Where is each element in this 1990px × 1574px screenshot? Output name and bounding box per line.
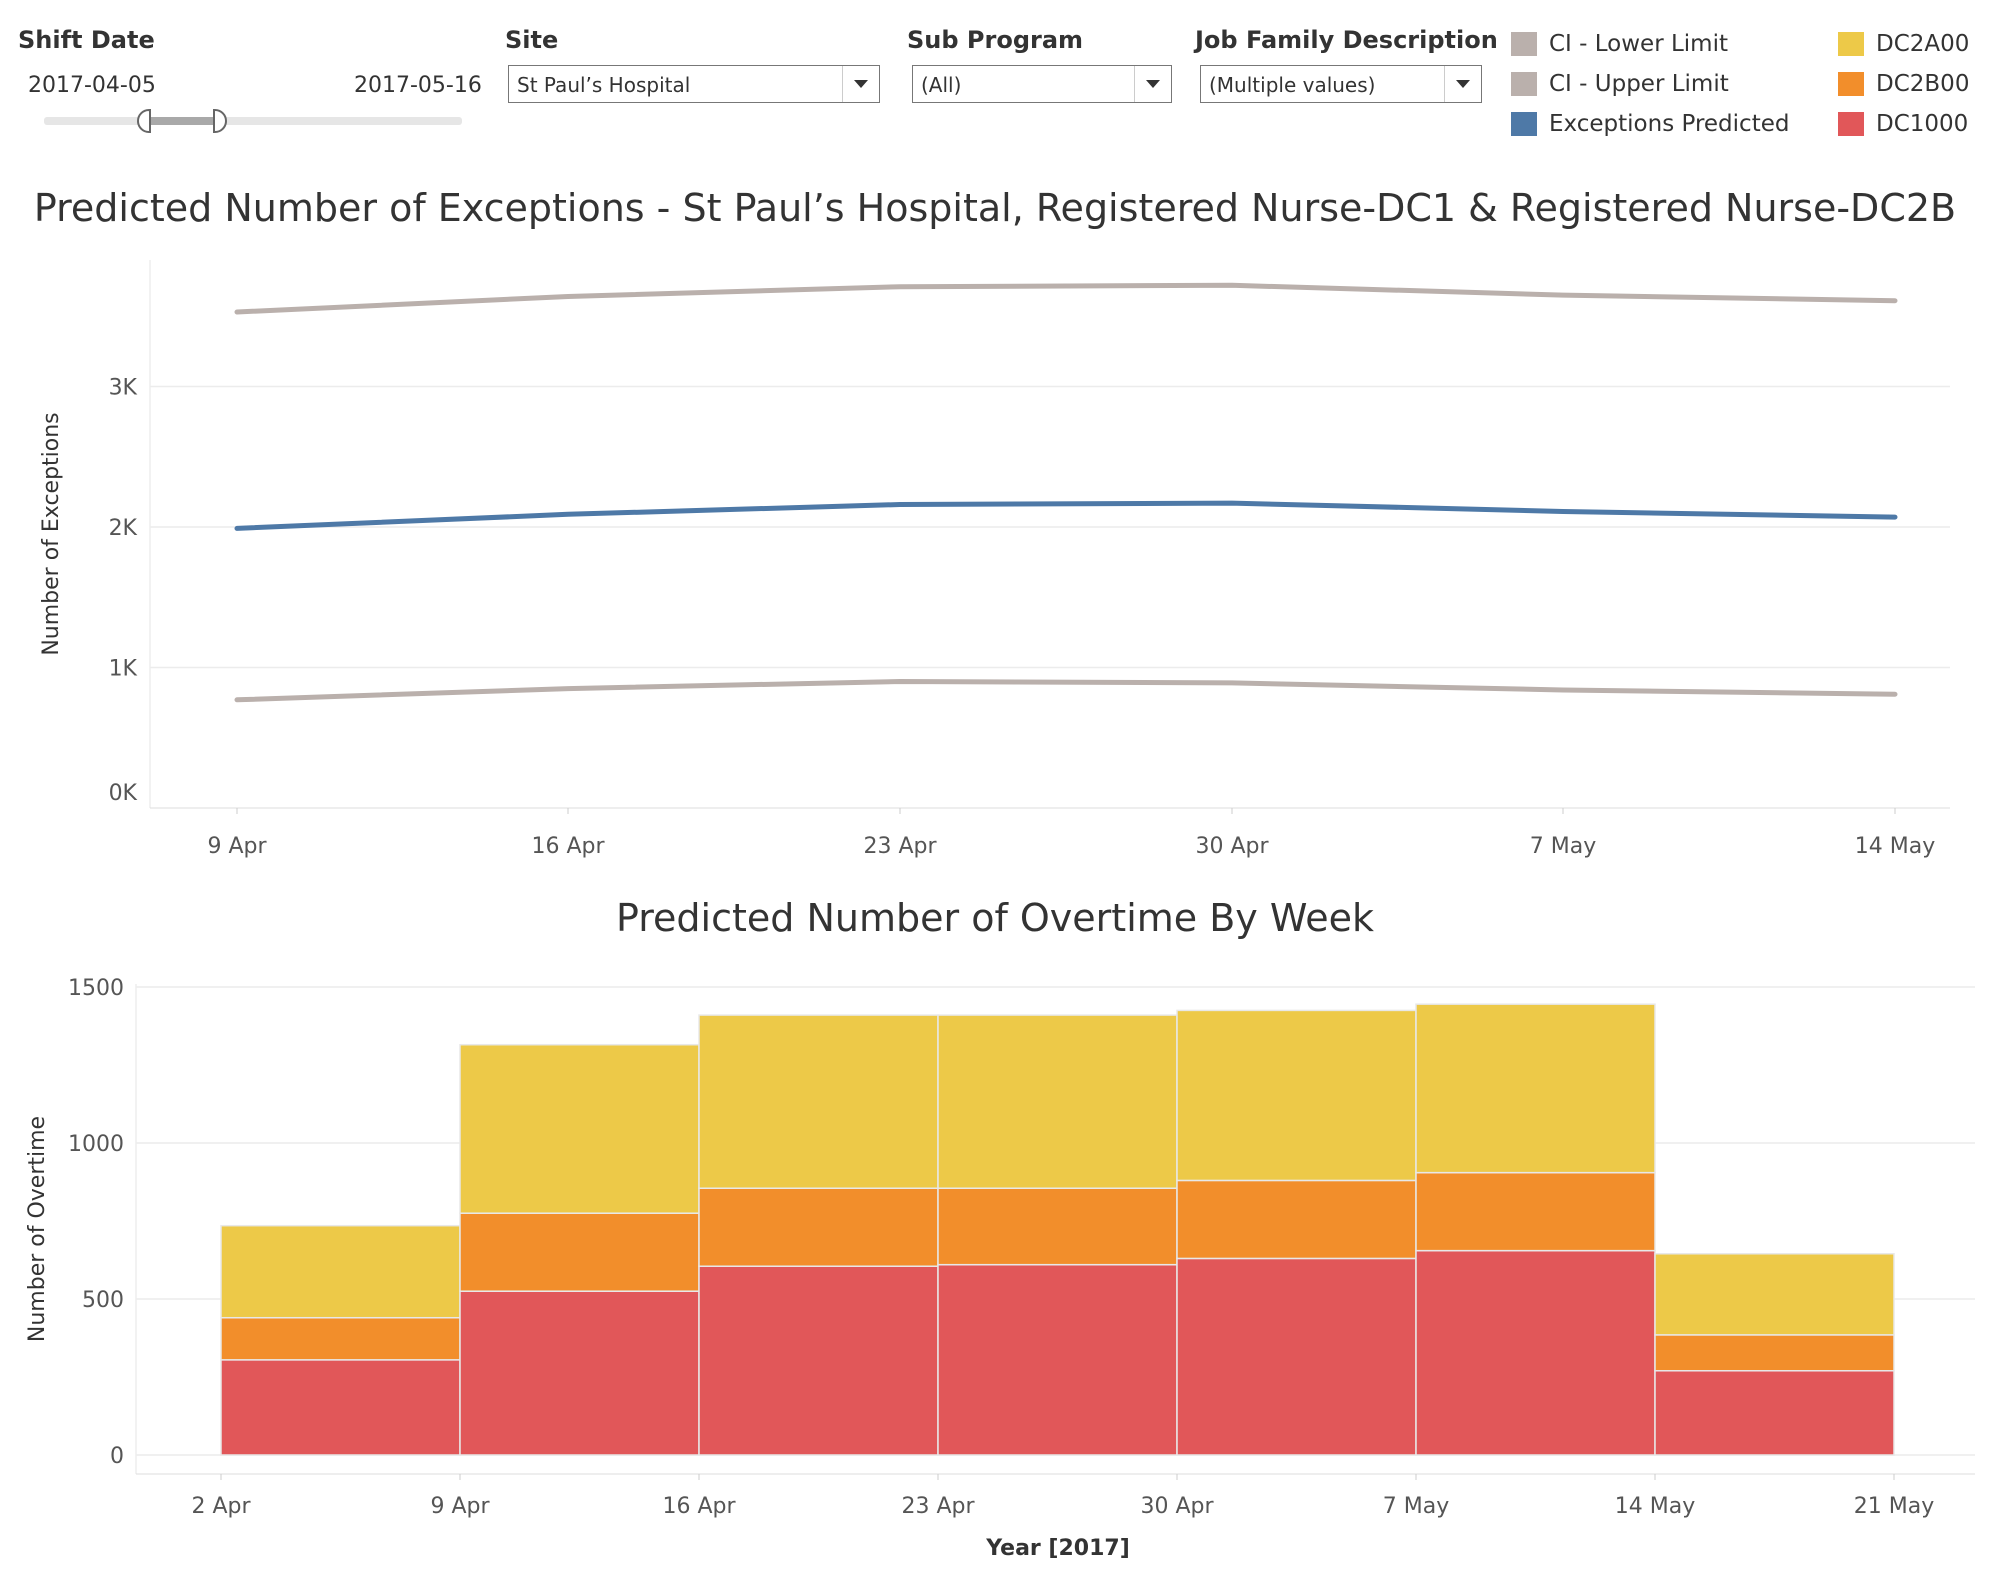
x-tick-label: 21 May	[1854, 1494, 1934, 1519]
sub-program-dropdown-button[interactable]	[1134, 66, 1171, 102]
y-axis-title: Number of Overtime	[25, 1116, 50, 1342]
exceptions-line-chart: 0K 1K 2K 3K Number of Exceptions 9 Apr 16 Apr 2…	[39, 260, 1950, 859]
legend-swatch	[1511, 72, 1537, 96]
legend-label: DC2B00	[1876, 71, 1970, 97]
job-family-dropdown-button[interactable]	[1444, 66, 1481, 102]
bar-segment-dc2a00	[1415, 1003, 1656, 1174]
x-tick-label: 14 May	[1615, 1494, 1695, 1519]
x-tick-label: 9 Apr	[207, 834, 267, 859]
y-tick-label: 1000	[68, 1132, 124, 1157]
legend-label: Exceptions Predicted	[1549, 111, 1790, 137]
bar-segment-dc1000	[937, 1263, 1178, 1456]
bar-segment-dc2a00	[1176, 1009, 1417, 1182]
overtime-chart-title: Predicted Number of Overtime By Week	[616, 896, 1374, 940]
job-family-dropdown-value: (Multiple values)	[1209, 73, 1376, 97]
date-slider-range	[148, 117, 216, 125]
bar-segment-dc2a00	[937, 1014, 1178, 1189]
legend-label: CI - Upper Limit	[1549, 71, 1729, 97]
x-tick-label: 23 Apr	[863, 834, 937, 859]
site-dropdown-button[interactable]	[842, 66, 879, 102]
exceptions-chart-title: Predicted Number of Exceptions - St Paul…	[33, 186, 1957, 230]
x-tick-label: 30 Apr	[1140, 1494, 1214, 1519]
bar-segment-dc2a00	[459, 1043, 700, 1214]
x-axis-title: Year [2017]	[985, 1536, 1130, 1561]
chevron-down-icon	[1146, 80, 1160, 88]
y-axis-title: Number of Exceptions	[39, 412, 64, 655]
site-label: Site	[505, 26, 559, 54]
x-tick-label: 30 Apr	[1195, 834, 1269, 859]
legend-swatch	[1838, 72, 1864, 96]
x-tick-label: 9 Apr	[430, 1494, 490, 1519]
x-tick-label: 14 May	[1855, 834, 1935, 859]
overtime-bar-chart: 0 500 1000 1500 Number of Overtime 2 Apr 9 Apr…	[25, 976, 1975, 1561]
bar-segment-dc2a00	[220, 1224, 461, 1319]
bar-segment-dc2b00	[698, 1187, 939, 1267]
site-dropdown-value: St Paul’s Hospital	[517, 73, 691, 97]
legend-swatch	[1511, 112, 1537, 136]
job-family-dropdown[interactable]: (Multiple values)	[1200, 65, 1482, 103]
legend-swatch	[1511, 32, 1537, 56]
x-tick-label: 7 May	[1383, 1494, 1449, 1519]
sub-program-label: Sub Program	[907, 26, 1084, 54]
bar-segment-dc2b00	[1415, 1171, 1656, 1252]
x-tick-label: 16 Apr	[662, 1494, 736, 1519]
legend-label: DC2A00	[1876, 31, 1970, 57]
legend-label: CI - Lower Limit	[1549, 31, 1728, 57]
x-tick-label: 16 Apr	[531, 834, 605, 859]
x-tick-label: 2 Apr	[191, 1494, 251, 1519]
chevron-down-icon	[854, 80, 868, 88]
bar-segment-dc2b00	[459, 1212, 700, 1292]
bar-segment-dc1000	[459, 1290, 700, 1456]
y-tick-label: 1K	[109, 656, 138, 681]
y-tick-label: 0	[110, 1444, 124, 1469]
site-dropdown[interactable]: St Paul’s Hospital	[508, 65, 880, 103]
legend-swatch	[1838, 32, 1864, 56]
sub-program-dropdown-value: (All)	[921, 73, 962, 97]
bar-segment-dc1000	[698, 1265, 939, 1456]
series-line-ci-upper-limit	[234, 282, 1898, 315]
bar-segment-dc1000	[220, 1359, 461, 1456]
bar-segment-dc1000	[1654, 1370, 1895, 1456]
x-tick-label: 23 Apr	[901, 1494, 975, 1519]
job-family-label: Job Family Description	[1195, 26, 1498, 54]
x-tick-label: 7 May	[1530, 834, 1596, 859]
series-line-ci-lower-limit	[234, 679, 1898, 703]
y-tick-label: 0K	[109, 781, 138, 806]
bar-segment-dc2b00	[220, 1316, 461, 1361]
y-tick-label: 500	[82, 1288, 124, 1313]
y-tick-label: 2K	[109, 516, 138, 541]
bar-segment-dc2b00	[937, 1187, 1178, 1266]
legend-label: DC1000	[1876, 111, 1969, 137]
bar-segment-dc2b00	[1654, 1334, 1895, 1372]
sub-program-dropdown[interactable]: (All)	[912, 65, 1172, 103]
date-slider-start-handle[interactable]	[136, 109, 151, 133]
bar-segment-dc2b00	[1176, 1179, 1417, 1260]
shift-date-end: 2017-05-16	[354, 73, 482, 98]
legend-swatch	[1838, 112, 1864, 136]
y-tick-label: 3K	[109, 375, 138, 400]
bar-segment-dc2a00	[698, 1014, 939, 1189]
shift-date-label: Shift Date	[18, 26, 155, 54]
shift-date-start: 2017-04-05	[28, 73, 156, 98]
bar-segment-dc1000	[1176, 1257, 1417, 1456]
chevron-down-icon	[1456, 80, 1470, 88]
date-slider-track[interactable]	[44, 117, 462, 125]
series-line-exceptions-predicted	[234, 500, 1898, 531]
bar-segment-dc1000	[1415, 1249, 1656, 1456]
y-tick-label: 1500	[68, 976, 124, 1001]
bar-segment-dc2a00	[1654, 1253, 1895, 1336]
